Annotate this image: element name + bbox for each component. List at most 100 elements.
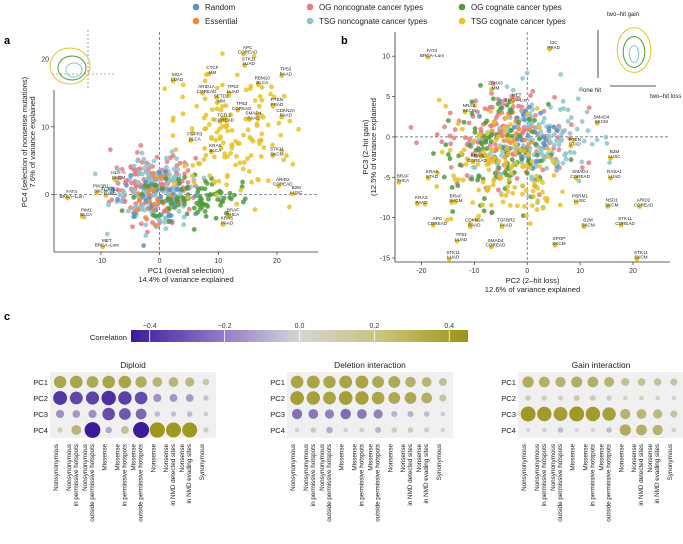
point-annotation: CDKN2A PAAD [276,108,296,118]
scatter-point [467,142,472,148]
scatter-point [240,166,246,172]
point-annotation: APC COREAD [238,45,258,55]
point-annotation: FGFR3 BLCA [187,132,203,142]
scatter-point [535,185,541,191]
annotated-point [470,159,476,165]
heatmap-dot [407,410,414,418]
inset-loss-label: two–hit loss [650,94,681,100]
scatter-point [213,137,219,143]
heatmap-dot [306,375,320,389]
heatmap-row-label: PC4 [501,426,516,435]
annotated-point [241,51,247,57]
scatter-point [259,131,265,137]
scatter-point [484,146,490,151]
heatmap-column-label: Missense [131,444,138,471]
inset-b-contour [616,27,652,73]
scatter-point [202,96,208,102]
scatter-point [534,207,540,212]
scatter-point [521,148,527,154]
heatmap-column-label: outside permissive hotspots [326,444,333,522]
scatter-point [523,163,529,169]
scatter-point [190,162,196,168]
x-axis-label-variance: 12.6% of variance explained [485,285,580,294]
annotated-point [454,238,460,244]
annotated-point [276,183,282,189]
scatter-point [490,182,496,188]
scatter-point [444,217,450,223]
scatter-point [546,154,552,160]
heatmap-column-label: Nonsynonymous [66,444,73,491]
scatter-point [228,150,233,156]
heatmap-column-label: Missense [368,444,375,471]
scatter-point [496,165,502,171]
scatter-point [191,180,197,186]
scatter-point [234,201,240,207]
scatter-point [538,158,544,164]
legend-marker [306,17,314,25]
annotated-point [605,204,611,209]
scatter-point [473,147,479,153]
scatter-point [200,201,206,207]
point-annotation: KRAS BLCA [209,143,222,153]
scatter-point [515,203,520,209]
point-annotation: TP53 COREAD [232,101,252,111]
heatmap-dot [53,375,67,389]
scatter-point [485,187,491,193]
heatmap-dot [134,391,148,405]
heatmap-column-label: outside permissive hotspots [375,444,382,522]
heatmap-dot [371,391,385,405]
scatter-point [165,182,171,188]
scatter-point [467,136,473,142]
scatter-point [473,98,478,104]
heatmap-dot [636,409,647,419]
scatter-point [575,96,581,102]
scatter-point [167,172,173,178]
heatmap-dot [655,395,660,401]
heatmap-column-label: Nonsense [150,444,157,473]
scatter-point [130,224,135,230]
scatter-point [194,103,200,109]
scatter-point [199,186,204,191]
heatmap-dot [652,424,663,436]
heatmap-dot [135,408,147,420]
heatmap-dot [637,378,646,386]
scatter-point [496,158,502,164]
scatter-point [517,133,523,139]
scatter-point [472,103,478,109]
scatter-point [185,184,191,190]
point-annotation: FAT4 BRCA–Lum [59,189,83,199]
scatter-point [205,192,210,198]
heatmap-column-label: outside permissive hotspots [557,444,564,522]
heatmap-column-label: Missense [570,444,577,471]
scatter-point [243,116,249,122]
annotated-point [188,138,194,143]
heatmap-dot [294,427,300,433]
scatter-point [139,206,144,212]
panel-b-inset: two–hit gain one hit two–hit loss [583,12,681,100]
heatmap-column-label: Missense [351,444,358,471]
scatter-point [141,156,147,162]
scatter-point [533,141,539,147]
scatter-point [414,140,419,146]
panel-letter-b: b [341,35,348,47]
scatter-point [533,113,538,118]
scatter-point [408,124,414,130]
heatmap-dot [308,409,319,419]
scatter-point [162,215,168,221]
y-axis-label: PC4 (selection of nonsense mutations) [20,76,29,207]
scatter-point [551,142,557,148]
scatter-point [255,111,261,117]
heatmap-dot [619,424,631,436]
scatter-point [510,87,516,93]
legend-label: Random [205,3,236,12]
inset-b-contour [628,45,640,63]
scatter-point [530,188,536,194]
scatter-point [141,243,147,248]
x-tick-label: 0 [525,268,529,275]
scatter-point [508,109,514,115]
scatter-point [458,150,464,156]
scatter-point [203,126,209,131]
scatter-point [513,161,519,166]
scatter-point [189,173,195,179]
scatter-point [475,177,481,183]
